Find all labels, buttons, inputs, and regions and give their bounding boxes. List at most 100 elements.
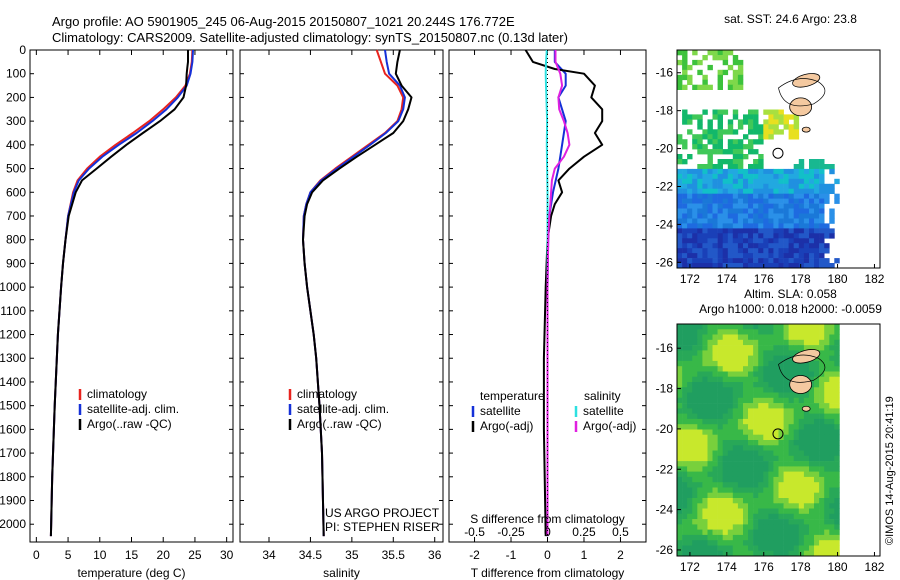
sla_map-cell <box>788 498 794 504</box>
sst_map-cell <box>768 114 774 120</box>
sla_map-cell <box>788 534 794 541</box>
sla_map-cell <box>783 513 789 520</box>
sst_map-cell <box>743 119 749 125</box>
sla_map-xtick-label: 172 <box>680 560 700 574</box>
sla_map-cell <box>768 503 774 509</box>
sla_map-cell <box>702 413 708 420</box>
sla_map-cell <box>778 392 784 399</box>
sst_map-cell <box>722 203 729 209</box>
sla_map-cell <box>692 434 698 441</box>
sla_map-cell <box>748 492 754 499</box>
sla_map-cell <box>814 339 820 346</box>
sla_map-cell <box>803 545 810 552</box>
sst_map-cell <box>768 238 774 244</box>
sst_map-cell <box>814 188 820 194</box>
sla_map-cell <box>778 329 784 335</box>
sst_map-cell <box>803 223 810 229</box>
sst_map-cell <box>788 178 794 185</box>
depth-tick-label: 1900 <box>0 494 26 508</box>
sla_map-cell <box>768 434 774 441</box>
viti-levu-island <box>789 97 813 117</box>
difference-xlabel-top: S difference from climatology <box>470 512 625 526</box>
sla_map-cell <box>722 424 729 430</box>
sst_map-cell <box>722 198 729 204</box>
sla_map-cell <box>743 450 749 457</box>
sla_map-cell <box>712 429 718 436</box>
sst_map-cell <box>753 149 759 155</box>
sst_map-cell <box>793 124 800 130</box>
sst_map-cell <box>712 178 718 185</box>
sst_map-cell <box>682 59 688 66</box>
sst_map-cell <box>712 168 718 175</box>
sst_map-cell <box>697 208 703 214</box>
sla_map-cell <box>793 503 800 509</box>
sst_map-cell <box>809 188 815 194</box>
sst_map-cell <box>773 223 779 229</box>
sst_map-cell <box>829 263 835 269</box>
sla_map-cell <box>748 540 754 546</box>
sla_map-cell <box>803 450 810 457</box>
sst_map-cell <box>727 198 734 204</box>
sla_map-cell <box>717 498 723 504</box>
sst_map-cell <box>758 183 764 190</box>
sla_map-cell <box>682 476 688 483</box>
sla_map-cell <box>753 476 759 483</box>
sla_map-cell <box>824 545 830 552</box>
sla_map: 172 174 176 178 180 182-16-18-20-22-24-26Alti… <box>656 287 885 574</box>
sla_map-cell <box>814 450 820 457</box>
sst_map-cell <box>692 114 698 120</box>
sst_map-cell <box>773 208 779 214</box>
sla_map-cell <box>697 513 703 520</box>
sst_map-cell <box>677 168 683 175</box>
sla_map-cell <box>773 371 779 378</box>
sst_map-cell <box>758 193 764 199</box>
sla_map-cell <box>809 519 815 525</box>
sla_map-cell <box>824 524 830 530</box>
sst_map-cell <box>773 203 779 209</box>
sst_map-cell <box>748 218 754 224</box>
sla_map-cell <box>732 350 739 356</box>
sst_map-cell <box>732 168 739 175</box>
sla_map-cell <box>727 424 734 430</box>
sla_map-cell <box>727 482 734 488</box>
salinity-legend-label: climatology <box>297 387 357 401</box>
sla_map-cell <box>677 334 683 341</box>
sla_map-cell <box>768 408 774 414</box>
sla_map-cell <box>748 387 754 393</box>
sst_map-cell <box>809 168 815 175</box>
sla_map-cell <box>682 355 688 362</box>
sla_map-cell <box>692 392 698 399</box>
sla_map-cell <box>707 387 713 393</box>
sla_map-cell <box>702 434 708 441</box>
sla_map-cell <box>829 440 835 446</box>
sla_map-cell <box>707 545 713 552</box>
sla_map-cell <box>727 387 734 393</box>
sst_map-cell <box>803 263 810 269</box>
sla_map-cell <box>758 508 764 515</box>
sla_map-cell <box>712 413 718 420</box>
sst_map-cell <box>732 203 739 209</box>
sla_map-cell <box>834 329 840 335</box>
sst_map-cell <box>687 74 693 81</box>
sst_map-ytick-label: -24 <box>656 217 674 231</box>
sst_map-cell <box>773 253 779 259</box>
sla_map-cell <box>687 487 693 494</box>
sst_map-cell <box>707 218 713 224</box>
sst_map-ytick-label: -20 <box>656 142 674 156</box>
sla_map-cell <box>697 508 703 515</box>
sst_map-cell <box>803 208 810 214</box>
header-line1: Argo profile: AO 5901905_245 06-Aug-2015… <box>52 14 515 29</box>
sla_map-cell <box>682 440 688 446</box>
sst_map-cell <box>834 198 840 204</box>
sst_map-cell <box>819 243 825 249</box>
sla_map-cell <box>778 534 784 541</box>
vanua-levu-island <box>792 73 821 88</box>
sla_map-cell <box>722 550 729 557</box>
sla_map-cell <box>697 498 703 504</box>
sst_map-cell <box>712 228 718 234</box>
sla_map-cell <box>803 339 810 346</box>
sla_map-cell <box>814 534 820 541</box>
sst_map-cell <box>737 168 744 175</box>
sst_map-cell <box>758 228 764 234</box>
sst_map-cell <box>819 208 825 214</box>
